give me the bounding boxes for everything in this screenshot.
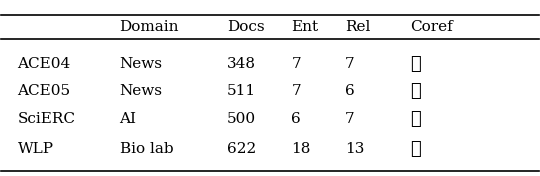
Text: News: News	[119, 84, 163, 98]
Text: 7: 7	[345, 57, 355, 71]
Text: WLP: WLP	[17, 142, 53, 156]
Text: ACE04: ACE04	[17, 57, 71, 71]
Text: 18: 18	[292, 142, 311, 156]
Text: ✗: ✗	[410, 83, 421, 100]
Text: ✗: ✗	[410, 140, 421, 158]
Text: Ent: Ent	[292, 20, 319, 34]
Text: Docs: Docs	[227, 20, 265, 34]
Text: 7: 7	[345, 112, 355, 126]
Text: ✓: ✓	[410, 110, 421, 128]
Text: ✓: ✓	[410, 55, 421, 73]
Text: 13: 13	[345, 142, 364, 156]
Text: ACE05: ACE05	[17, 84, 71, 98]
Text: News: News	[119, 57, 163, 71]
Text: 7: 7	[292, 84, 301, 98]
Text: Domain: Domain	[119, 20, 179, 34]
Text: Bio lab: Bio lab	[119, 142, 173, 156]
Text: 500: 500	[227, 112, 256, 126]
Text: 511: 511	[227, 84, 256, 98]
Text: 622: 622	[227, 142, 256, 156]
Text: 6: 6	[345, 84, 355, 98]
Text: 6: 6	[292, 112, 301, 126]
Text: AI: AI	[119, 112, 137, 126]
Text: SciERC: SciERC	[17, 112, 76, 126]
Text: Coref: Coref	[410, 20, 453, 34]
Text: 348: 348	[227, 57, 256, 71]
Text: 7: 7	[292, 57, 301, 71]
Text: Rel: Rel	[345, 20, 370, 34]
